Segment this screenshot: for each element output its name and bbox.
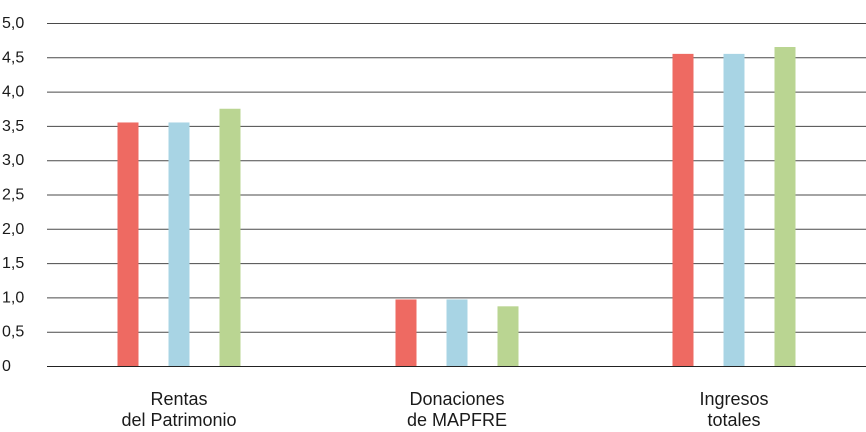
y-tick-label: 3,5 (2, 118, 24, 135)
category-label: Donaciones (409, 389, 504, 409)
bar-series-2-category-1 (168, 122, 190, 366)
bar-series-3-category-2 (497, 306, 519, 366)
y-tick-label: 1,5 (2, 255, 24, 272)
bar-series-3-category-3 (774, 47, 796, 366)
bars (117, 47, 796, 367)
y-tick-label: 4,5 (2, 49, 24, 66)
y-tick-label: 2,0 (2, 221, 24, 238)
bar-series-2-category-2 (446, 299, 468, 366)
category-label: Ingresos (699, 389, 768, 409)
bar-series-1-category-3 (672, 53, 694, 367)
category-label: del Patrimonio (121, 410, 236, 430)
bar-series-1-category-1 (117, 122, 139, 366)
y-tick-label: 5,0 (2, 15, 24, 32)
y-tick-label: 4,0 (2, 84, 24, 101)
bar-series-3-category-1 (219, 108, 241, 366)
y-tick-label: 1,0 (2, 289, 24, 306)
bar-series-2-category-3 (723, 53, 745, 367)
category-label: Rentas (150, 389, 207, 409)
y-axis-tick-labels: 0 0,5 1,0 1,5 2,0 2,5 3,0 3,5 4,0 4,5 5,0 (2, 15, 24, 375)
y-tick-label: 3,0 (2, 152, 24, 169)
category-label: de MAPFRE (407, 410, 507, 430)
y-tick-label: 0 (2, 358, 11, 375)
y-tick-label: 2,5 (2, 187, 24, 204)
category-label: totales (707, 410, 760, 430)
y-tick-label: 0,5 (2, 324, 24, 341)
bar-series-1-category-2 (395, 299, 417, 366)
